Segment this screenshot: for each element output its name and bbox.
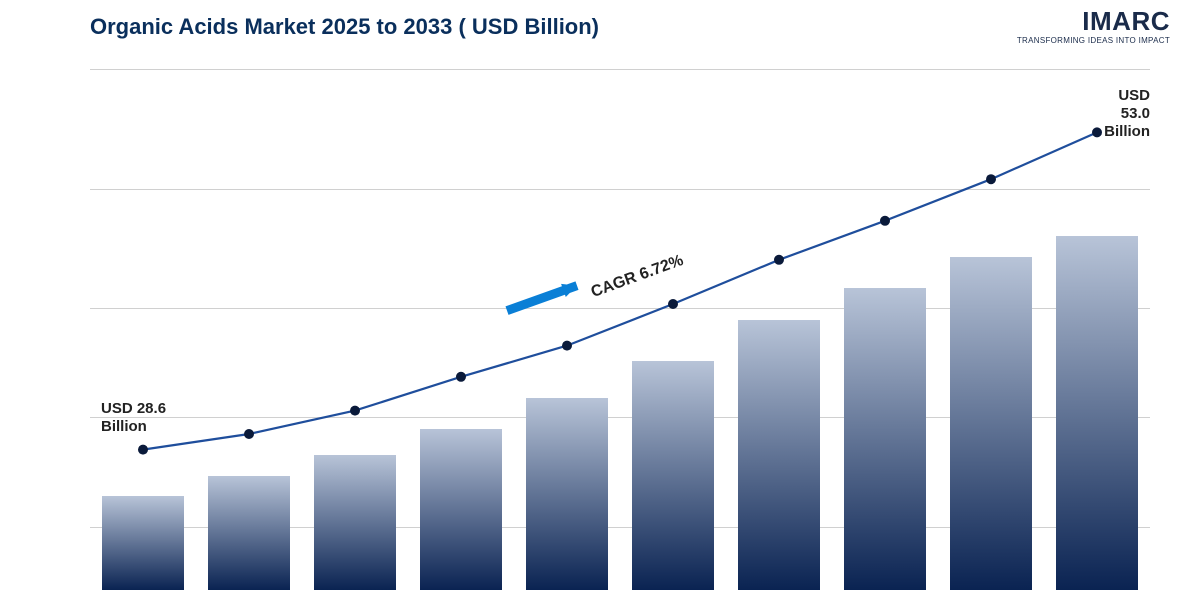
end-value-unit: Billion [1087,123,1150,141]
end-value-label: USD 53.0 Billion [1087,87,1150,141]
line-marker [668,299,678,309]
line-marker [456,372,466,382]
start-value-amount: USD 28.6 [101,400,166,418]
line-marker [244,429,254,439]
end-value-amount: USD 53.0 [1087,87,1150,123]
chart-plot-area: USD 28.6 Billion USD 53.0 Billion CAGR 6… [90,70,1150,590]
cagr-arrow-icon [507,284,577,311]
line-marker [880,216,890,226]
start-value-label: USD 28.6 Billion [101,400,166,436]
line-marker [562,341,572,351]
chart-title: Organic Acids Market 2025 to 2033 ( USD … [90,14,599,40]
line-marker [350,406,360,416]
line-marker [986,174,996,184]
brand-logo: IMARC TRANSFORMING IDEAS INTO IMPACT [1017,8,1170,45]
logo-text: IMARC [1017,8,1170,34]
line-marker [138,445,148,455]
line-overlay [90,70,1150,590]
logo-tagline: TRANSFORMING IDEAS INTO IMPACT [1017,36,1170,45]
line-marker [774,255,784,265]
start-value-unit: Billion [101,418,166,436]
